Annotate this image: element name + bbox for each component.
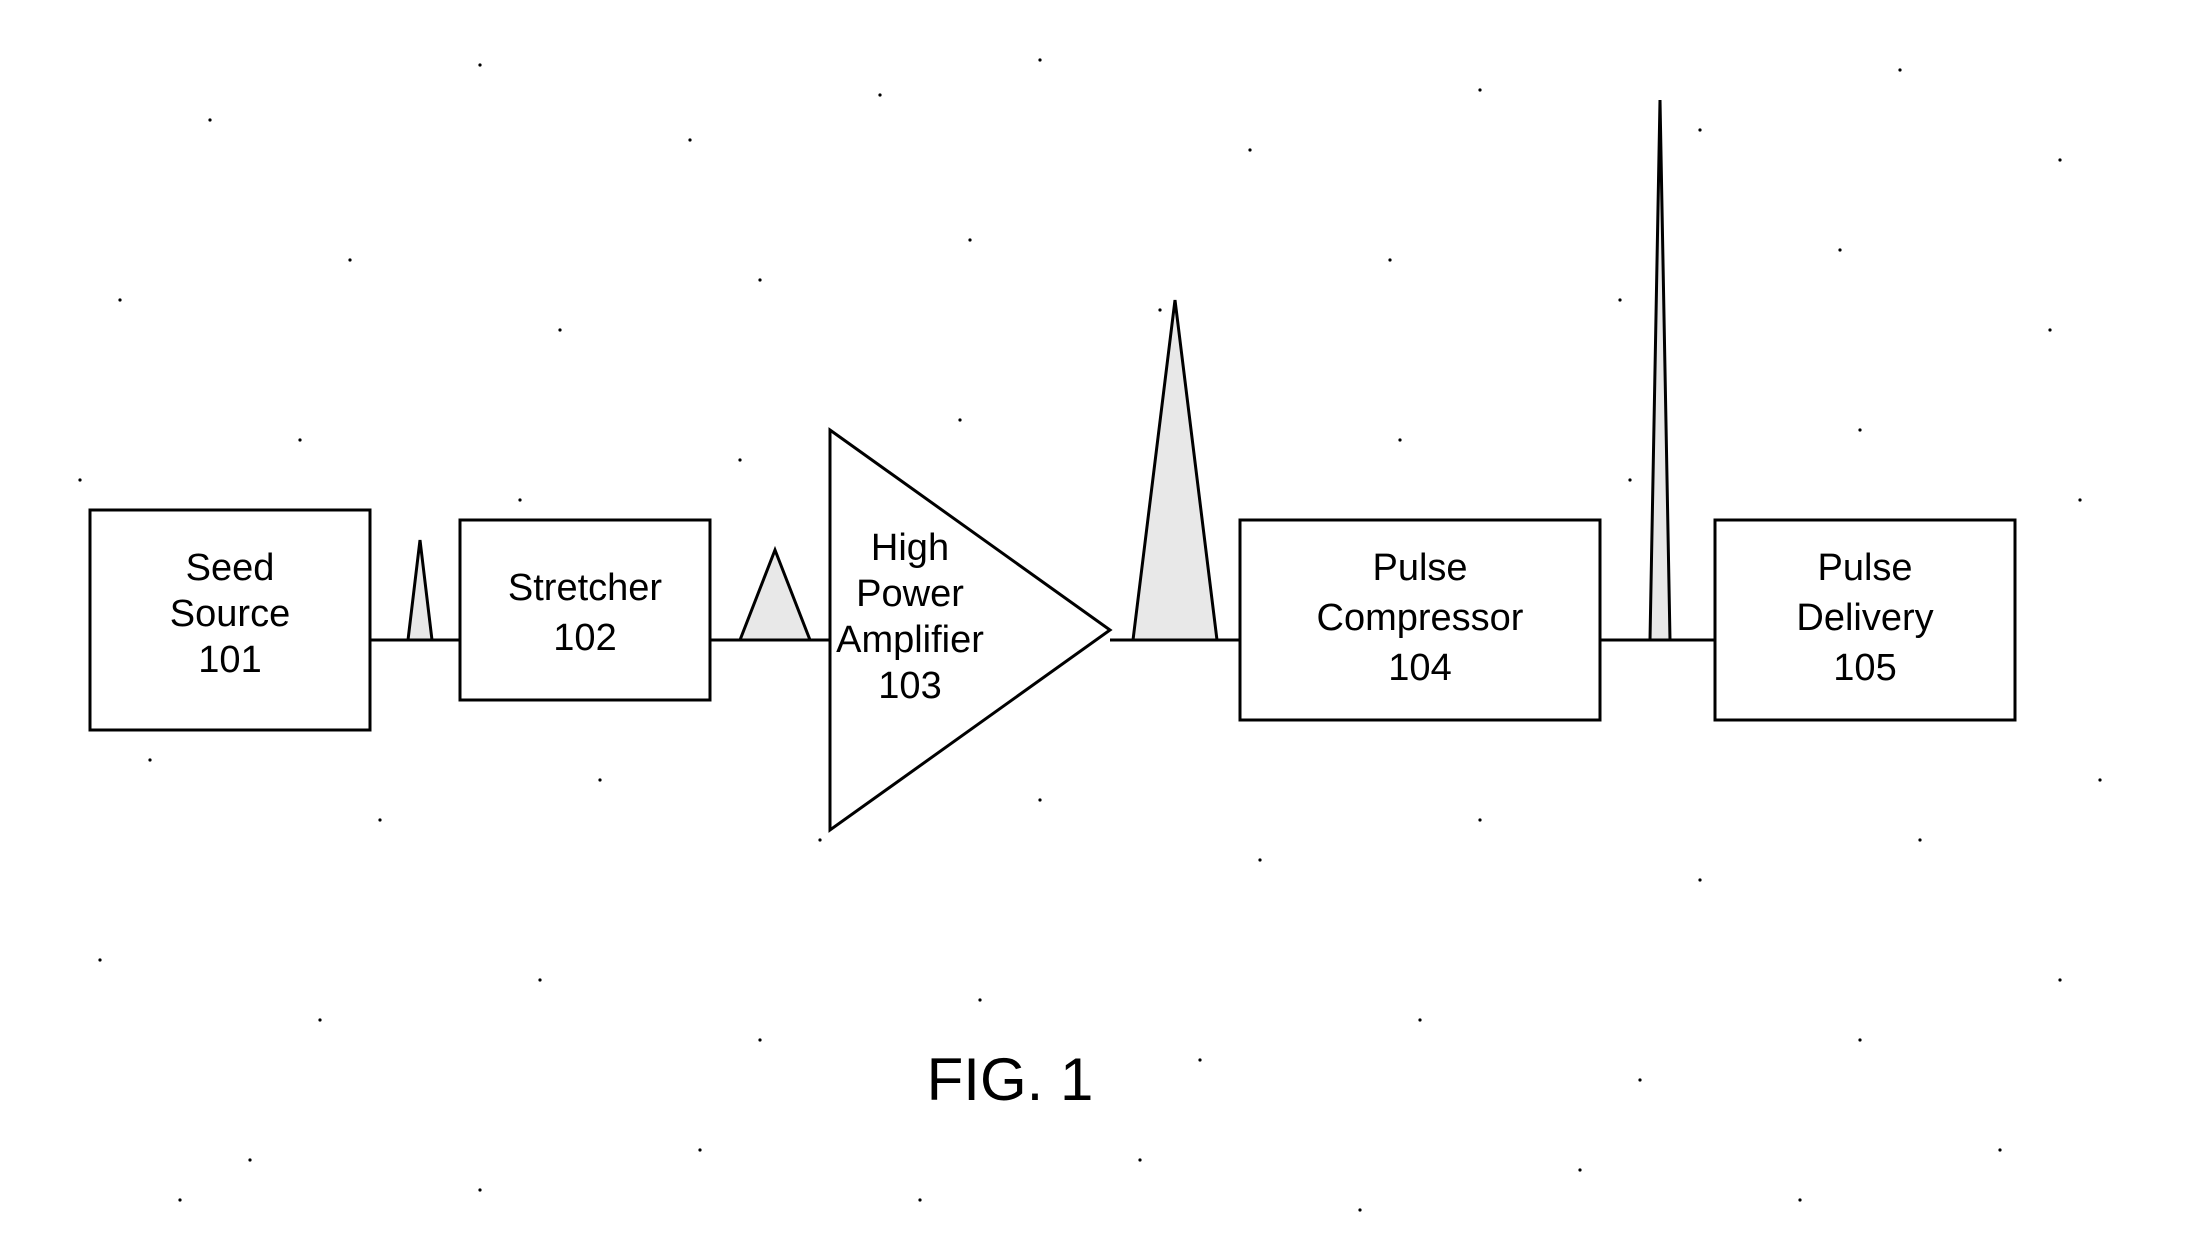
speckle [478,63,481,66]
block-delivery-label-line-1: Delivery [1796,597,1933,639]
block-stretcher-label-line-1: 102 [553,617,616,659]
speckle [118,298,121,301]
speckle [518,498,521,501]
speckle [208,118,211,121]
block-amplifier-label-line-1: Power [856,573,964,615]
speckle [1478,818,1481,821]
speckle [1388,258,1391,261]
block-compressor-label-line-0: Pulse [1372,547,1467,589]
speckle [958,418,961,421]
speckle [1858,428,1861,431]
speckle [1418,1018,1421,1021]
speckle [1038,798,1041,801]
speckle [1158,308,1161,311]
speckle [978,998,981,1001]
speckle [1998,1148,2001,1151]
block-seed-label-line-0: Seed [186,547,275,589]
speckle [1038,58,1041,61]
speckle [818,838,821,841]
block-delivery-label-line-2: 105 [1833,647,1896,689]
speckle [2078,498,2081,501]
speckle [558,328,561,331]
block-stretcher: Stretcher 102 [460,520,710,700]
block-compressor: Pulse Compressor 104 [1240,520,1600,720]
speckle [1478,88,1481,91]
speckle [698,1148,701,1151]
block-delivery-label-line-0: Pulse [1817,547,1912,589]
speckle [98,958,101,961]
block-stretcher-label-line-0: Stretcher [508,567,663,609]
speckle [2058,158,2061,161]
speckle [598,778,601,781]
speckle [1898,68,1901,71]
speckle [318,1018,321,1021]
speckle [248,1158,251,1161]
speckle [2048,328,2051,331]
block-stretcher-box [460,520,710,700]
speckle [758,278,761,281]
speckle [1358,1208,1361,1211]
speckle [1248,148,1251,151]
block-amplifier-label-line-2: Amplifier [836,619,984,661]
speckle [1638,1078,1641,1081]
block-delivery: Pulse Delivery 105 [1715,520,2015,720]
speckle [758,1038,761,1041]
speckle [348,258,351,261]
speckle [2098,778,2101,781]
block-seed-label-line-1: Source [170,593,290,635]
speckle [1858,1038,1861,1041]
block-seed-label-line-2: 101 [198,639,261,681]
speckle [1918,838,1921,841]
speckle [968,238,971,241]
speckle [1698,128,1701,131]
speckle [918,1198,921,1201]
speckle [178,1198,181,1201]
speckle [688,138,691,141]
block-compressor-label-line-1: Compressor [1317,597,1524,639]
speckle [1838,248,1841,251]
speckle [538,978,541,981]
speckle [378,818,381,821]
speckle [1618,298,1621,301]
speckle [1198,1058,1201,1061]
speckle [1798,1198,1801,1201]
speckle [1628,478,1631,481]
figure-label: FIG. 1 [927,1046,1094,1113]
block-amplifier-label-line-0: High [871,527,949,569]
speckle [2058,978,2061,981]
speckle [148,758,151,761]
speckle [1138,1158,1141,1161]
block-seed: SeedSource101 [90,510,370,730]
speckle [1698,878,1701,881]
speckle [478,1188,481,1191]
speckle [1258,858,1261,861]
speckle [738,458,741,461]
speckle [878,93,881,96]
speckle [1398,438,1401,441]
speckle [1578,1168,1581,1171]
block-compressor-label-line-2: 104 [1388,647,1451,689]
speckle [298,438,301,441]
block-amplifier-label-line-3: 103 [878,665,941,707]
speckle [78,478,81,481]
